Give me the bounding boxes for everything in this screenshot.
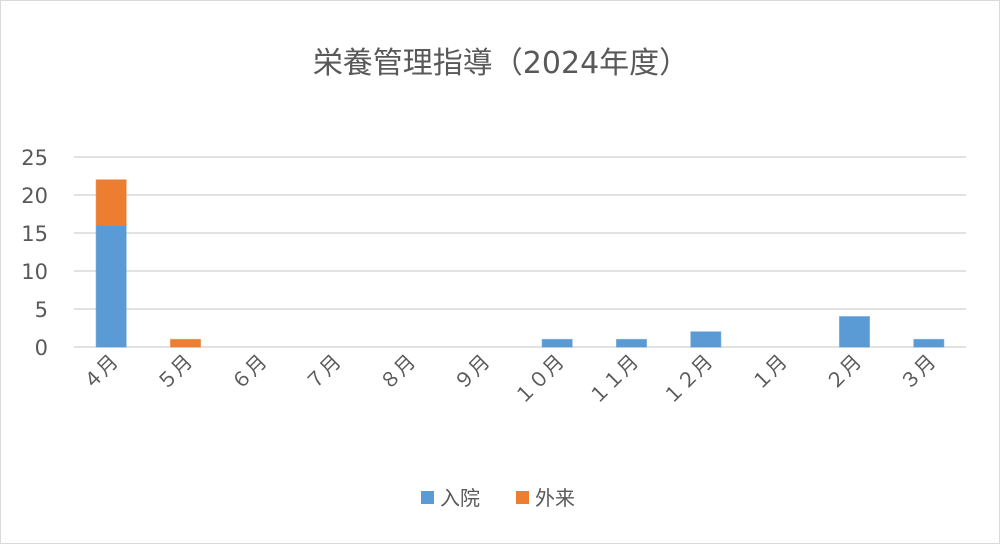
x-tick-label: ４月	[77, 350, 122, 395]
x-tick-label: ３月	[895, 350, 940, 395]
x-axis-ticks: ４月 ５月 ６月 ７月 ８月 ９月 １０月 １１月 １２月 １月 ２月 ３月	[77, 350, 940, 409]
y-tick-label: 0	[35, 336, 48, 360]
legend-swatch	[421, 491, 434, 504]
legend: 入院 外来	[421, 486, 575, 510]
legend-label: 入院	[440, 486, 480, 510]
x-tick-label: ２月	[821, 350, 866, 395]
y-tick-label: 25	[21, 146, 48, 170]
bar-入院	[541, 338, 573, 348]
bar-入院	[839, 316, 870, 348]
gridlines	[74, 156, 966, 348]
x-tick-label: ８月	[375, 350, 420, 395]
x-tick-label: １０月	[509, 350, 568, 409]
bar-外来	[95, 179, 127, 226]
bar-入院	[95, 224, 127, 348]
legend-swatch	[516, 491, 529, 504]
bar-入院	[913, 338, 945, 348]
bar-入院	[616, 338, 647, 348]
x-tick-label: １１月	[584, 350, 643, 409]
legend-label: 外来	[535, 486, 575, 510]
bar-外来	[170, 338, 201, 348]
chart-title: 栄養管理指導（2024年度）	[313, 46, 689, 81]
x-tick-label: ９月	[449, 350, 494, 395]
x-tick-label: ７月	[300, 350, 345, 395]
y-tick-label: 20	[21, 184, 48, 208]
y-tick-label: 15	[21, 222, 48, 246]
x-tick-label: １月	[746, 350, 791, 395]
y-tick-label: 5	[35, 298, 48, 322]
x-tick-label: ５月	[152, 350, 197, 395]
y-axis-ticks: 0 5 10 15 20 25	[21, 146, 48, 360]
bars	[95, 179, 945, 348]
x-tick-label: ６月	[226, 350, 271, 395]
bar-入院	[690, 331, 722, 348]
y-tick-label: 10	[21, 260, 48, 284]
x-tick-label: １２月	[658, 350, 717, 409]
